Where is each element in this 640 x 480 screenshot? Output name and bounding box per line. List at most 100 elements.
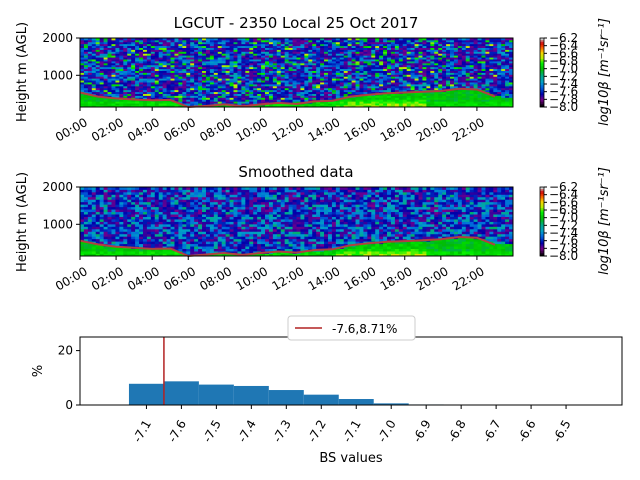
colorbar-segment bbox=[540, 46, 544, 49]
colorbar-segment bbox=[540, 53, 544, 56]
legend-label: -7.6,8.71% bbox=[332, 322, 397, 336]
hist-bar bbox=[128, 383, 164, 405]
hist-bar bbox=[233, 385, 269, 405]
colorbar-segment bbox=[540, 77, 544, 80]
colorbar-segment bbox=[540, 70, 544, 73]
colorbar-segment bbox=[540, 89, 544, 92]
colorbar-tick-label: −8.0 bbox=[549, 100, 578, 114]
hist-bar bbox=[373, 403, 409, 405]
colorbar-segment bbox=[540, 65, 544, 68]
colorbar-tick-label: −7.6 bbox=[549, 234, 578, 248]
y-tick-label: 1000 bbox=[42, 68, 73, 82]
colorbar-segment bbox=[540, 75, 544, 78]
colorbar-segment bbox=[540, 224, 544, 227]
y-tick-label: 1000 bbox=[42, 217, 73, 231]
colorbar-segment bbox=[540, 211, 544, 214]
colorbar-segment bbox=[540, 238, 544, 241]
colorbar-tick-label: −7.2 bbox=[549, 218, 578, 232]
colorbar-frame bbox=[539, 37, 545, 108]
colorbar-tick-label: −6.4 bbox=[549, 188, 578, 202]
colorbar-tick-label: −6.2 bbox=[549, 31, 578, 45]
colorbar-tick-label: −7.8 bbox=[549, 241, 578, 255]
colorbar-segment bbox=[540, 74, 544, 77]
colorbar-segment bbox=[540, 63, 544, 66]
colorbar-label: log10β [m⁻¹sr⁻¹] bbox=[597, 18, 612, 126]
colorbar-segment bbox=[540, 86, 544, 89]
colorbar-segment bbox=[540, 240, 544, 243]
boundary-layer-line bbox=[79, 87, 496, 109]
colorbar-tick-label: −7.2 bbox=[549, 69, 578, 83]
colorbar-segment bbox=[540, 41, 544, 44]
colorbar-tick-label: −6.4 bbox=[549, 39, 578, 53]
hist-bar bbox=[163, 381, 199, 405]
colorbar-segment bbox=[540, 101, 544, 104]
hist-bar bbox=[303, 394, 339, 405]
colorbar-segment bbox=[540, 56, 544, 59]
y-tick-label: 20 bbox=[58, 344, 73, 358]
colorbar-tick-label: −7.6 bbox=[549, 85, 578, 99]
colorbar-segment bbox=[540, 200, 544, 203]
y-tick-label: 2000 bbox=[42, 180, 73, 194]
colorbar-tick-label: −8.0 bbox=[549, 249, 578, 263]
colorbar-segment bbox=[540, 79, 544, 82]
legend: -7.6,8.71% bbox=[287, 315, 416, 341]
colorbar-segment bbox=[540, 82, 544, 85]
colorbar-segment bbox=[540, 67, 544, 70]
colorbar-tick-label: −7.4 bbox=[549, 77, 578, 91]
colorbar-segment bbox=[540, 221, 544, 224]
colorbar-segment bbox=[540, 43, 544, 46]
colorbar-segment bbox=[540, 187, 544, 190]
colorbar-segment bbox=[540, 38, 544, 41]
colorbar-tick-label: −6.6 bbox=[549, 195, 578, 209]
colorbar-segment bbox=[540, 202, 544, 205]
colorbar-segment bbox=[540, 233, 544, 236]
hist-bar bbox=[338, 399, 374, 405]
boundary-layer-line bbox=[79, 235, 496, 258]
colorbar-segment bbox=[540, 218, 544, 221]
colorbar-raw: −6.2−6.4−6.6−6.8−7.0−7.2−7.4−7.6−7.8−8.0… bbox=[539, 18, 612, 126]
colorbar-segment bbox=[540, 44, 544, 47]
colorbar-segment bbox=[540, 50, 544, 53]
colorbar-tick-label: −7.0 bbox=[549, 62, 578, 76]
hist-ylabel: % bbox=[31, 365, 46, 377]
y-tick-label: 2000 bbox=[42, 31, 73, 45]
colorbar-segment bbox=[540, 193, 544, 196]
colorbar-segment bbox=[540, 60, 544, 63]
colorbar-segment bbox=[540, 223, 544, 226]
colorbar-segment bbox=[540, 48, 544, 51]
colorbar-segment bbox=[540, 216, 544, 219]
colorbar-segment bbox=[540, 69, 544, 72]
colorbar-segment bbox=[540, 51, 544, 54]
colorbar-segment bbox=[540, 252, 544, 255]
colorbar-segment bbox=[540, 242, 544, 245]
hist-bar bbox=[198, 384, 234, 405]
colorbar-segment bbox=[540, 58, 544, 61]
colorbar-segment bbox=[540, 245, 544, 248]
colorbar-segment bbox=[540, 62, 544, 65]
colorbar-segment bbox=[540, 72, 544, 75]
colorbar-segment bbox=[540, 209, 544, 212]
colorbar-tick-label: −6.2 bbox=[549, 180, 578, 194]
colorbar-segment bbox=[540, 226, 544, 229]
colorbar-segment bbox=[540, 254, 544, 257]
colorbar-segment bbox=[540, 195, 544, 198]
colorbar-segment bbox=[540, 100, 544, 103]
colorbar-tick-label: −7.8 bbox=[549, 92, 578, 106]
colorbar-segment bbox=[540, 103, 544, 106]
legend-box bbox=[287, 315, 416, 341]
colorbar-segment bbox=[540, 199, 544, 202]
colorbar-segment bbox=[540, 188, 544, 191]
colorbar-segment bbox=[540, 98, 544, 101]
colorbar-segment bbox=[540, 197, 544, 200]
colorbar-segment bbox=[540, 55, 544, 58]
heatmap-cells bbox=[80, 38, 514, 108]
panel1-ylabel: Height m (AGL) bbox=[15, 22, 30, 122]
colorbar-segment bbox=[540, 192, 544, 195]
colorbar-segment bbox=[540, 243, 544, 246]
panel2-ylabel: Height m (AGL) bbox=[15, 172, 30, 272]
colorbar-segment bbox=[540, 247, 544, 250]
colorbar-segment bbox=[540, 250, 544, 253]
